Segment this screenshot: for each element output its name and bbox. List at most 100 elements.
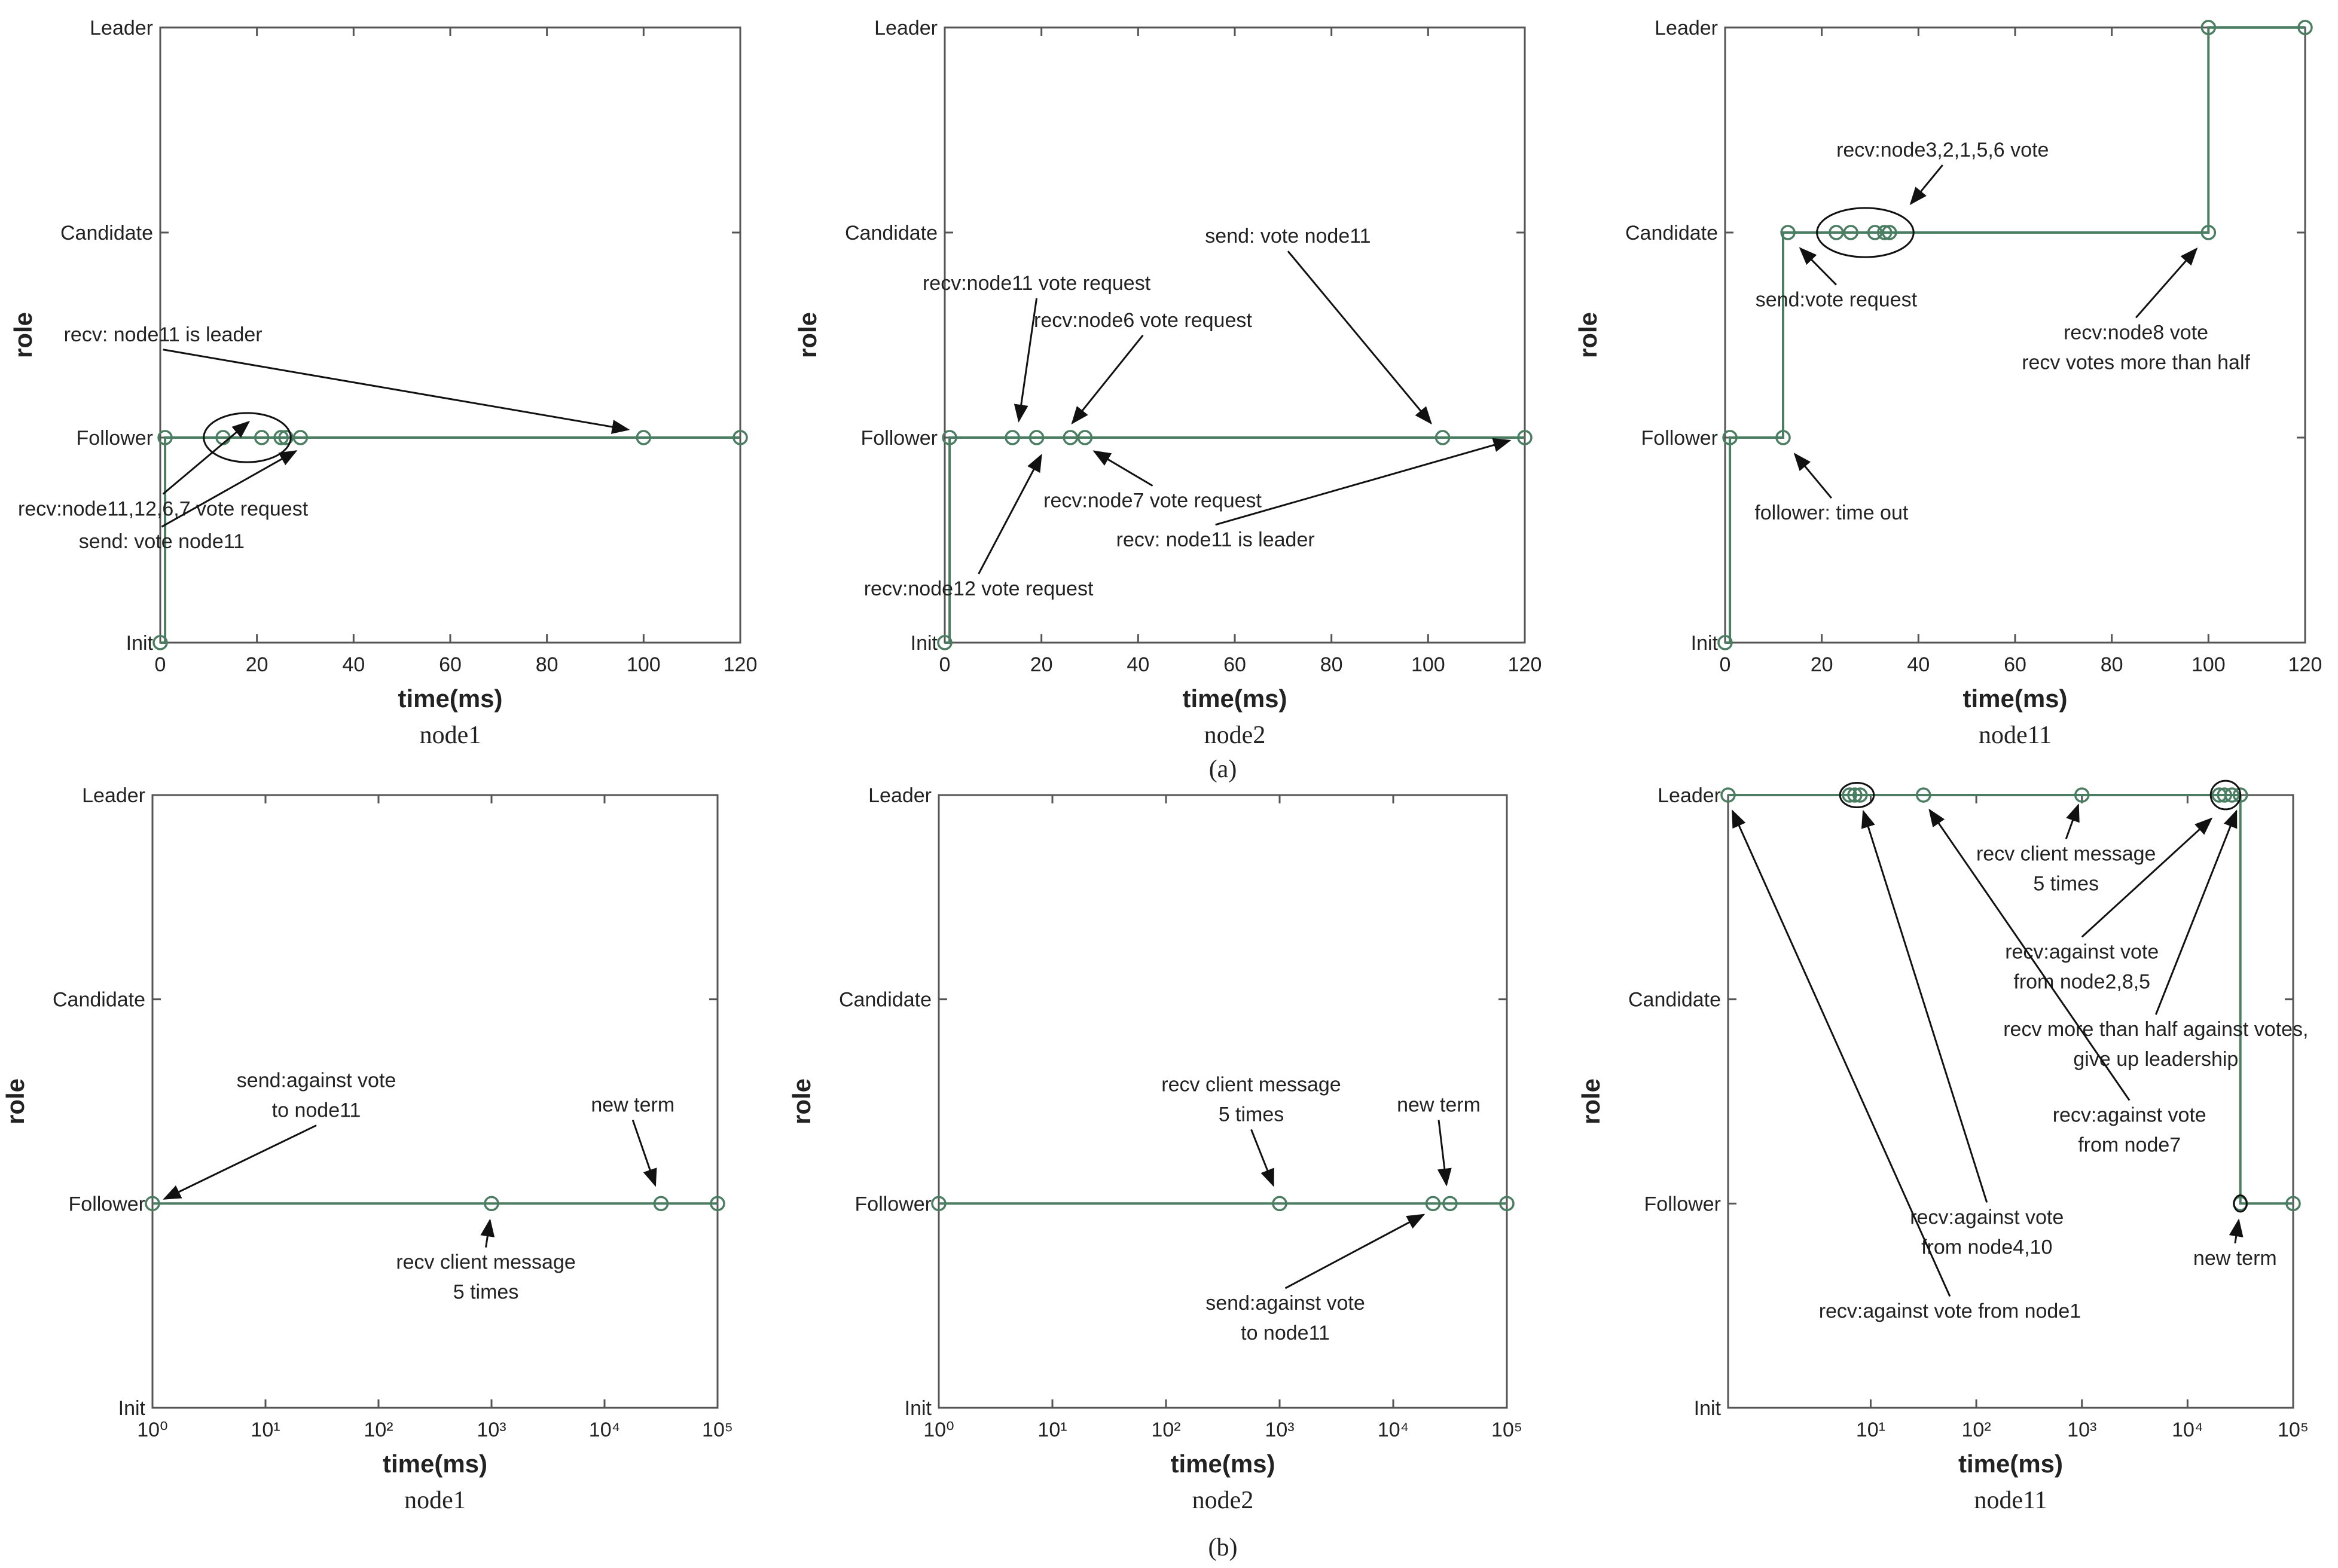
annotation-arrow xyxy=(163,349,630,434)
data-point-marker xyxy=(1867,225,1883,240)
annotation-line: to node11 xyxy=(272,1099,361,1122)
y-tick-label: Follower xyxy=(855,1193,932,1215)
y-tick-label: Leader xyxy=(1658,784,1721,807)
annotation-line: recv:node11,12,6,7 vote request xyxy=(18,497,309,520)
annotation-text: recv:node7 vote request xyxy=(1043,490,1262,512)
x-tick-label: 10⁵ xyxy=(702,1419,733,1441)
data-point-marker xyxy=(278,430,294,445)
x-tick-label: 20 xyxy=(246,653,268,676)
annotation-text: recv:node6 vote request xyxy=(1034,309,1252,332)
data-point-marker xyxy=(732,430,748,445)
data-point-marker xyxy=(1442,1196,1458,1212)
y-tick-label: Leader xyxy=(90,17,153,39)
data-point-marker xyxy=(1517,430,1533,445)
x-tick-label: 80 xyxy=(1320,653,1343,676)
x-tick-label: 10² xyxy=(1962,1419,1991,1441)
annotation-arrow xyxy=(1437,1120,1452,1187)
group-ellipse xyxy=(2233,1194,2248,1213)
x-tick-label: 10⁴ xyxy=(2172,1419,2203,1441)
annotation-line: to node11 xyxy=(1241,1322,1330,1344)
data-point-marker xyxy=(273,430,289,445)
group-ellipse xyxy=(1816,207,1915,258)
annotation-arrow xyxy=(161,450,298,528)
y-tick-label: Init xyxy=(1694,1397,1722,1420)
annotation-arrow xyxy=(1215,438,1512,526)
data-point-marker xyxy=(2224,787,2240,803)
x-tick-label: 100 xyxy=(627,653,661,676)
data-point-marker xyxy=(1434,430,1451,445)
annotation-line: recv:node7 vote request xyxy=(1043,490,1262,512)
y-axis-title: role xyxy=(1577,1078,1605,1124)
annotation-arrow xyxy=(1731,809,1951,1297)
x-tick-label: 20 xyxy=(1030,653,1053,676)
annotation-text: recv:node3,2,1,5,6 vote xyxy=(1836,139,2049,161)
x-tick-label: 40 xyxy=(342,653,365,676)
annotation-text: send: vote node11 xyxy=(79,530,245,553)
x-tick-label: 10³ xyxy=(477,1419,506,1441)
x-tick-label: 10³ xyxy=(2067,1419,2096,1441)
data-point-marker xyxy=(1005,430,1020,445)
annotation-arrow xyxy=(1861,809,1988,1203)
chart-1: Init Follower Candidate Leader 0 20 40 60 80 100 1… xyxy=(9,17,757,749)
annotation-line: new term xyxy=(2193,1247,2277,1270)
data-point-marker xyxy=(1775,430,1791,445)
y-tick-label: Follower xyxy=(77,427,153,450)
x-tick-label: 80 xyxy=(536,653,558,676)
y-tick-label: Leader xyxy=(1655,17,1718,39)
data-point-marker xyxy=(2297,20,2313,35)
x-tick-label: 60 xyxy=(439,653,462,676)
data-point-marker xyxy=(1272,1196,1287,1212)
annotation-line: send:vote request xyxy=(1756,288,1918,311)
data-point-marker xyxy=(942,430,957,445)
annotation-line: from node4,10 xyxy=(1921,1236,2052,1259)
annotation-text: recv:node11 vote request xyxy=(923,272,1151,295)
y-tick-label: Follower xyxy=(1644,1193,1721,1215)
y-axis-title: role xyxy=(788,1078,816,1124)
y-tick-label: Candidate xyxy=(1628,989,1721,1011)
x-tick-label: 0 xyxy=(155,653,166,676)
data-point-marker xyxy=(1722,430,1738,445)
x-tick-label: 40 xyxy=(1907,653,1930,676)
chart-2: Init Follower Candidate Leader 0 20 40 60 80 100 1… xyxy=(793,17,1542,749)
annotation-line: from node2,8,5 xyxy=(2013,970,2150,993)
annotation-text: recv:against vote from node2,8,5 xyxy=(2005,940,2159,993)
annotation-arrow xyxy=(2229,1218,2244,1244)
annotation-arrow xyxy=(631,1120,657,1187)
annotation-arrow xyxy=(1909,164,1943,206)
annotation-line: 5 times xyxy=(1219,1103,1284,1126)
annotation-line: recv: node11 is leader xyxy=(64,323,263,346)
series-line xyxy=(160,436,740,644)
annotation-line: recv:node6 vote request xyxy=(1034,309,1252,332)
group-ellipse xyxy=(2209,780,2242,811)
annotation-text: new term xyxy=(1397,1094,1481,1117)
chart-6: Init Follower Candidate Leader 10¹ 10² 10³ 10⁴ 1… xyxy=(1577,780,2309,1514)
y-tick-label: Candidate xyxy=(839,989,932,1011)
y-tick-label: Candidate xyxy=(60,222,153,244)
annotation-line: recv:node12 vote request xyxy=(864,577,1094,600)
panel-caption: node1 xyxy=(420,722,481,749)
x-tick-label: 10¹ xyxy=(251,1419,280,1441)
y-axis-title: role xyxy=(1574,312,1602,358)
annotation-line: recv:against vote xyxy=(2053,1104,2206,1127)
series-line xyxy=(1725,26,2305,644)
data-point-marker xyxy=(1829,225,1844,240)
annotation-line: recv: node11 is leader xyxy=(1116,528,1315,551)
data-point-marker xyxy=(1877,225,1893,240)
y-tick-label: Candidate xyxy=(53,989,145,1011)
annotation-line: recv:against vote xyxy=(1910,1206,2064,1229)
y-tick-label: Leader xyxy=(874,17,938,39)
y-tick-label: Follower xyxy=(1641,427,1718,450)
x-axis-title: time(ms) xyxy=(1170,1450,1275,1478)
annotation-line: 5 times xyxy=(453,1281,519,1304)
data-point-marker xyxy=(2074,787,2090,803)
annotation-line: 5 times xyxy=(2033,872,2099,895)
data-point-marker xyxy=(1916,787,1931,803)
x-axis-title: time(ms) xyxy=(398,684,502,713)
data-point-marker xyxy=(145,1196,160,1212)
plot-frame xyxy=(151,794,719,1409)
annotation-line: recv:node8 vote xyxy=(2064,321,2208,344)
data-point-marker xyxy=(2217,787,2232,803)
y-tick-label: Init xyxy=(911,632,938,655)
data-point-marker xyxy=(1077,430,1093,445)
annotation-text: new term xyxy=(2193,1247,2277,1270)
